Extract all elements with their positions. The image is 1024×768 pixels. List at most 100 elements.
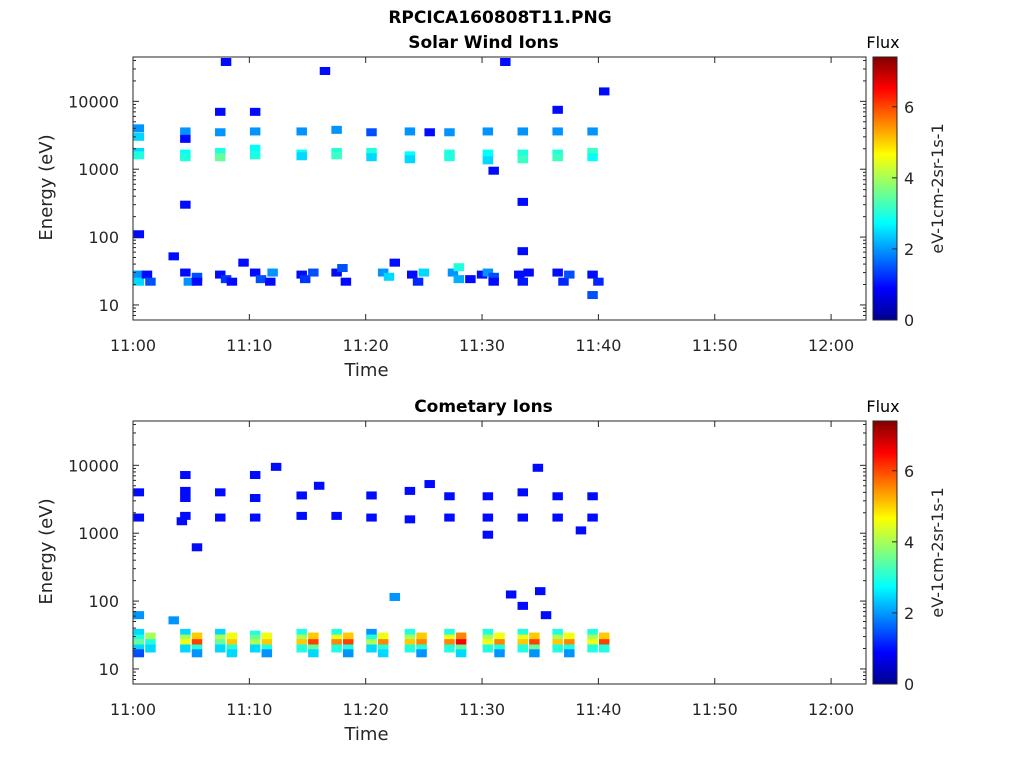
data-cell bbox=[331, 511, 342, 520]
data-cell bbox=[343, 632, 354, 641]
data-cell bbox=[564, 639, 575, 648]
data-cell bbox=[249, 471, 261, 480]
data-cell bbox=[482, 156, 494, 165]
data-cell bbox=[552, 268, 563, 277]
data-cell bbox=[133, 277, 145, 286]
data-cell bbox=[366, 147, 377, 156]
data-cell bbox=[564, 649, 575, 658]
data-cell bbox=[552, 634, 563, 643]
data-cell bbox=[238, 258, 249, 267]
data-cell bbox=[133, 151, 145, 160]
colorbar-tick-label: 2 bbox=[904, 604, 914, 623]
data-cell bbox=[337, 264, 348, 273]
data-cell bbox=[191, 632, 203, 641]
data-cell bbox=[331, 639, 342, 648]
data-cell bbox=[377, 632, 389, 641]
data-cell bbox=[517, 601, 529, 610]
data-cell bbox=[552, 628, 563, 637]
data-cell bbox=[331, 125, 342, 134]
data-cell bbox=[296, 270, 307, 279]
data-cell bbox=[517, 513, 529, 522]
data-cell bbox=[377, 639, 389, 648]
data-cell bbox=[505, 590, 517, 599]
data-cell bbox=[444, 628, 455, 637]
data-cell bbox=[587, 628, 598, 637]
data-cell bbox=[215, 107, 226, 116]
data-cell bbox=[191, 277, 203, 286]
data-cell bbox=[176, 517, 188, 526]
data-cell bbox=[416, 644, 427, 653]
data-cell bbox=[598, 639, 610, 648]
colorbar bbox=[872, 420, 898, 685]
data-cell bbox=[412, 277, 424, 286]
data-cell bbox=[215, 128, 226, 137]
data-cell bbox=[482, 513, 494, 522]
y-axis-label: Energy (eV) bbox=[36, 498, 57, 604]
data-cell bbox=[534, 587, 546, 596]
data-cell bbox=[517, 197, 529, 206]
data-cell bbox=[180, 628, 191, 637]
x-tick-label: 11:10 bbox=[226, 336, 272, 355]
y-tick-label: 10 bbox=[99, 660, 119, 679]
data-cell bbox=[482, 127, 494, 136]
data-cell bbox=[444, 492, 455, 501]
y-tick-label: 1000 bbox=[78, 524, 119, 543]
data-cell bbox=[552, 153, 563, 162]
data-cell bbox=[249, 127, 261, 136]
data-cell bbox=[404, 634, 416, 643]
data-cell bbox=[331, 634, 342, 643]
data-cell bbox=[180, 200, 191, 209]
data-cell bbox=[191, 639, 203, 648]
data-cell bbox=[444, 513, 455, 522]
data-cell bbox=[416, 649, 427, 658]
data-cell bbox=[313, 481, 325, 490]
data-cell bbox=[552, 105, 563, 114]
panel-title: Solar Wind Ions bbox=[408, 33, 559, 53]
data-cell bbox=[517, 277, 529, 286]
data-cell bbox=[517, 639, 529, 648]
data-cell bbox=[343, 644, 354, 653]
data-cell bbox=[133, 270, 145, 279]
data-cell bbox=[308, 639, 319, 648]
data-cell bbox=[424, 480, 435, 489]
data-cell bbox=[529, 632, 540, 641]
data-cell bbox=[215, 147, 226, 156]
y-tick-label: 10000 bbox=[68, 92, 119, 111]
data-cell bbox=[587, 492, 598, 501]
data-cell bbox=[444, 128, 455, 137]
page-title: RPCICA160808T11.PNG bbox=[388, 8, 612, 28]
data-cell bbox=[593, 277, 604, 286]
data-cell bbox=[220, 57, 232, 66]
data-cell bbox=[226, 632, 238, 641]
x-tick-label: 11:50 bbox=[692, 336, 738, 355]
data-cell bbox=[532, 463, 544, 472]
data-cell bbox=[145, 639, 156, 648]
data-cell bbox=[249, 151, 261, 160]
data-cell bbox=[494, 644, 505, 653]
data-cell bbox=[482, 492, 494, 501]
colorbar-tick-label: 6 bbox=[904, 98, 914, 117]
data-cell bbox=[267, 268, 278, 277]
data-cell bbox=[482, 644, 494, 653]
x-tick-label: 11:20 bbox=[343, 700, 389, 719]
data-cell bbox=[226, 639, 238, 648]
data-cell bbox=[587, 147, 598, 156]
data-cell bbox=[587, 291, 598, 300]
y-tick-label: 100 bbox=[88, 228, 119, 247]
data-cell bbox=[308, 649, 319, 658]
data-cell bbox=[296, 644, 307, 653]
data-cell bbox=[453, 275, 465, 284]
data-cell bbox=[529, 644, 540, 653]
colorbar-tick-label: 4 bbox=[904, 169, 914, 188]
data-cell bbox=[404, 127, 416, 136]
data-cell bbox=[488, 272, 499, 281]
data-cell bbox=[133, 611, 145, 620]
data-cell bbox=[389, 258, 401, 267]
data-cell bbox=[265, 277, 276, 286]
data-cell bbox=[183, 277, 195, 286]
data-cell bbox=[540, 611, 552, 620]
data-cell bbox=[494, 649, 505, 658]
data-cell bbox=[191, 543, 203, 552]
colorbar-title: Flux bbox=[866, 33, 899, 52]
data-cell bbox=[168, 252, 179, 261]
